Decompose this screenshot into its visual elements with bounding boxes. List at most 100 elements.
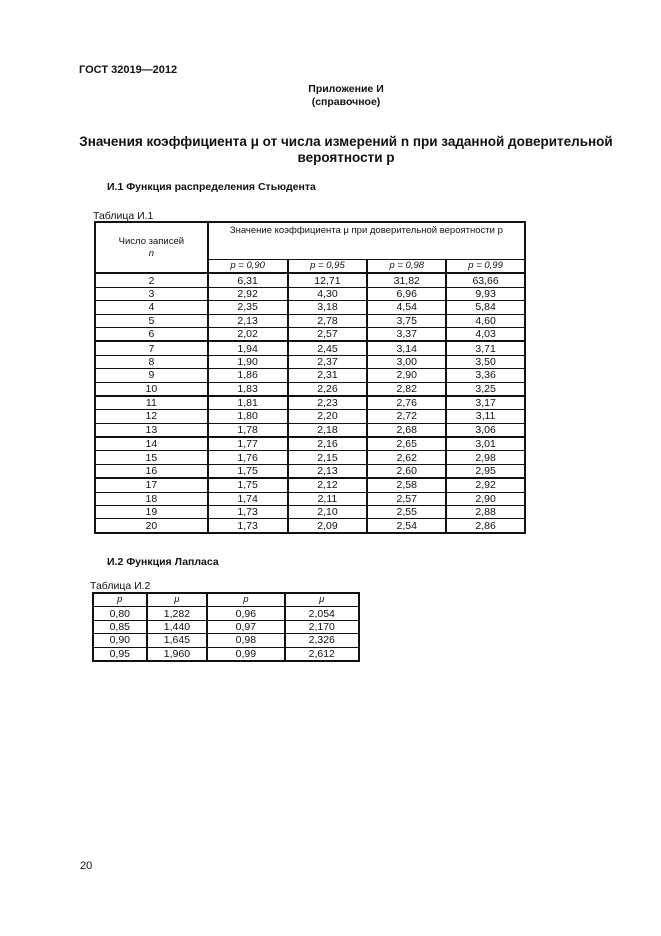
column-header: p (206, 592, 286, 608)
column-header: p (92, 592, 148, 608)
value-cell: 2,20 (286, 409, 369, 424)
table-row: 0,95 1,960 0,99 2,612 (92, 646, 361, 662)
column-header: μ (145, 592, 209, 608)
value-cell: 2,13 (286, 463, 369, 479)
value-cell: 1,77 (206, 436, 289, 452)
n-cell: 13 (94, 422, 209, 438)
value-cell: 2,86 (445, 518, 526, 534)
value-cell: 2,23 (286, 395, 369, 411)
table-row: 3 2,92 4,30 6,96 9,93 (94, 286, 526, 302)
page-heading: Значения коэффициента μ от числа измерен… (0, 134, 661, 149)
value-cell: 2,55 (366, 505, 448, 520)
value-cell: 3,71 (445, 340, 526, 356)
value-cell: 2,02 (206, 326, 289, 342)
value-cell: 1,86 (206, 368, 289, 383)
value-cell: 2,09 (286, 518, 369, 534)
value-cell: 1,78 (206, 422, 289, 438)
value-cell: 1,74 (206, 491, 289, 507)
value-cell: 2,65 (366, 436, 448, 452)
value-cell: 1,73 (206, 518, 289, 534)
p-header: p = 0,98 (366, 259, 448, 274)
table-row: 4 2,35 3,18 4,54 5,84 (94, 300, 526, 315)
value-cell: 3,11 (445, 409, 526, 424)
table-row: 13 1,78 2,18 2,68 3,06 (94, 422, 526, 438)
value-cell: 2,45 (286, 340, 369, 356)
value-cell: 0,97 (206, 619, 286, 635)
group-header: Значение коэффициента μ при доверительно… (206, 221, 527, 260)
section-title: И.1 Функция распределения Стьюдента (107, 181, 316, 193)
value-cell: 1,94 (206, 340, 289, 356)
p-header: p = 0,90 (206, 259, 289, 274)
value-cell: 1,440 (145, 619, 209, 635)
table-row: 0,90 1,645 0,98 2,326 (92, 633, 361, 648)
value-cell: 0,80 (92, 606, 148, 621)
n-cell: 20 (94, 518, 209, 534)
p-header: p = 0,95 (286, 259, 369, 274)
value-cell: 2,13 (206, 313, 289, 328)
value-cell: 3,06 (445, 422, 526, 438)
value-cell: 2,16 (286, 436, 369, 452)
value-cell: 12,71 (286, 272, 369, 288)
table-caption: Таблица И.2 (90, 580, 151, 592)
value-cell: 3,14 (366, 340, 448, 356)
table-row: 18 1,74 2,11 2,57 2,90 (94, 491, 526, 507)
value-cell: 2,326 (283, 633, 361, 648)
value-cell: 1,960 (145, 646, 209, 662)
student-table: Число записей n Значение коэффициента μ п… (94, 221, 527, 534)
n-cell: 12 (94, 409, 209, 424)
n-cell: 6 (94, 326, 209, 342)
table-row: 16 1,75 2,13 2,60 2,95 (94, 463, 526, 479)
value-cell: 3,01 (445, 436, 526, 452)
value-cell: 4,03 (445, 326, 526, 342)
value-cell: 2,37 (286, 354, 369, 370)
value-cell: 2,35 (206, 300, 289, 315)
n-cell: 4 (94, 300, 209, 315)
table-row: 0,85 1,440 0,97 2,170 (92, 619, 361, 635)
value-cell: 9,93 (445, 286, 526, 302)
value-cell: 1,73 (206, 505, 289, 520)
value-cell: 0,85 (92, 619, 148, 635)
value-cell: 4,60 (445, 313, 526, 328)
heading-text: Значения коэффициента (79, 134, 251, 149)
value-cell: 2,18 (286, 422, 369, 438)
value-cell: 2,72 (366, 409, 448, 424)
value-cell: 2,90 (366, 368, 448, 383)
value-cell: 4,54 (366, 300, 448, 315)
value-cell: 2,11 (286, 491, 369, 507)
column-header: μ (283, 592, 361, 608)
n-cell: 8 (94, 354, 209, 370)
value-cell: 2,15 (286, 450, 369, 465)
n-cell: 14 (94, 436, 209, 452)
value-cell: 0,96 (206, 606, 286, 621)
value-cell: 2,76 (366, 395, 448, 411)
value-cell: 1,75 (206, 463, 289, 479)
table-row: 12 1,80 2,20 2,72 3,11 (94, 409, 526, 424)
value-cell: 2,57 (366, 491, 448, 507)
table-row: 0,80 1,282 0,96 2,054 (92, 606, 361, 621)
table-row: 7 1,94 2,45 3,14 3,71 (94, 340, 526, 356)
heading-text: от числа измерений n при заданной довери… (258, 134, 613, 149)
value-cell: 1,81 (206, 395, 289, 411)
value-cell: 3,18 (286, 300, 369, 315)
table-row: 14 1,77 2,16 2,65 3,01 (94, 436, 526, 452)
value-cell: 2,054 (283, 606, 361, 621)
value-cell: 3,75 (366, 313, 448, 328)
value-cell: 5,84 (445, 300, 526, 315)
value-cell: 2,60 (366, 463, 448, 479)
col-n-label: Число записей (118, 235, 185, 247)
value-cell: 31,82 (366, 272, 448, 288)
value-cell: 6,96 (366, 286, 448, 302)
n-cell: 2 (94, 272, 209, 288)
table-caption: Таблица И.1 (93, 210, 154, 222)
value-cell: 1,645 (145, 633, 209, 648)
table-row: 15 1,76 2,15 2,62 2,98 (94, 450, 526, 465)
value-cell: 2,78 (286, 313, 369, 328)
value-cell: 2,90 (445, 491, 526, 507)
value-cell: 1,90 (206, 354, 289, 370)
value-cell: 2,26 (286, 381, 369, 397)
value-cell: 3,25 (445, 381, 526, 397)
value-cell: 1,83 (206, 381, 289, 397)
table-row: 5 2,13 2,78 3,75 4,60 (94, 313, 526, 328)
value-cell: 4,30 (286, 286, 369, 302)
